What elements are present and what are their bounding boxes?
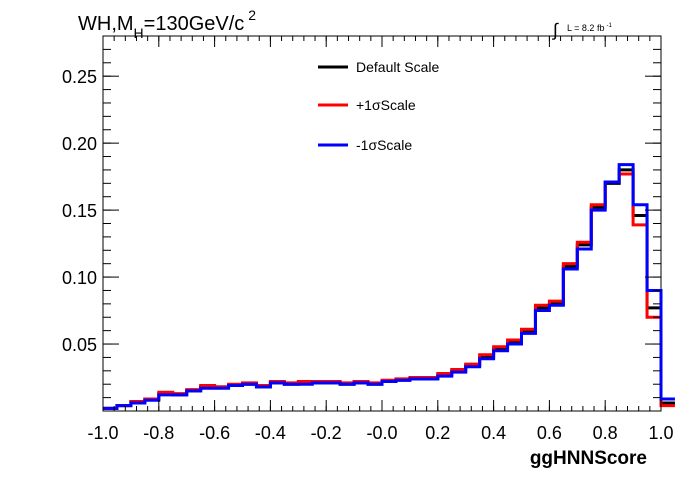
- chart-title-main: WH,M: [78, 13, 134, 35]
- legend-label-minus-one-sigma: -1σScale: [356, 137, 412, 153]
- lumi-label: L = 8.2 fb -1: [567, 23, 612, 33]
- y-tick-label: 0.15: [62, 201, 97, 221]
- x-tick-label: 0.8: [593, 423, 618, 443]
- y-tick-label: 0.10: [62, 268, 97, 288]
- legend-label-default-scale: Default Scale: [356, 59, 439, 75]
- x-tick-label: -0.0: [366, 423, 397, 443]
- x-tick-label: 0.2: [425, 423, 450, 443]
- y-tick-label: 0.20: [62, 134, 97, 154]
- chart-title-subscript: H: [134, 25, 144, 41]
- chart-title: WH,MH=130GeV/c 2: [78, 7, 256, 41]
- axis-labels: -1.0 -0.8 -0.6 -0.4 -0.2 -0.0 0.2 0.4 0.6 0.8 1.0 0…: [62, 67, 674, 443]
- x-tick-label: -0.4: [255, 423, 286, 443]
- x-axis-label: ggHNNScore: [530, 448, 647, 469]
- x-tick-label: -0.6: [199, 423, 230, 443]
- axis-ticks: [102, 36, 662, 411]
- chart-title-superscript: 2: [248, 7, 256, 23]
- y-tick-label: 0.25: [62, 67, 97, 87]
- x-tick-label: 0.4: [481, 423, 506, 443]
- x-tick-label: 0.6: [537, 423, 562, 443]
- x-tick-label: 1.0: [648, 423, 673, 443]
- x-tick-label: -0.2: [311, 423, 342, 443]
- y-tick-label: 0.05: [62, 335, 97, 355]
- x-tick-label: -0.8: [143, 423, 174, 443]
- x-tick-label: -1.0: [87, 423, 118, 443]
- series-line-2: [103, 163, 675, 410]
- series-lines: [103, 163, 675, 410]
- lumi-integral-symbol: ∫: [551, 20, 559, 40]
- legend: Default Scale +1σScale -1σScale: [318, 59, 439, 153]
- lumi-text: L = 8.2 fb: [567, 23, 604, 33]
- legend-label-plus-one-sigma: +1σScale: [356, 97, 416, 113]
- lumi-superscript: -1: [606, 23, 612, 29]
- chart-title-rest: =130GeV/c: [144, 13, 245, 35]
